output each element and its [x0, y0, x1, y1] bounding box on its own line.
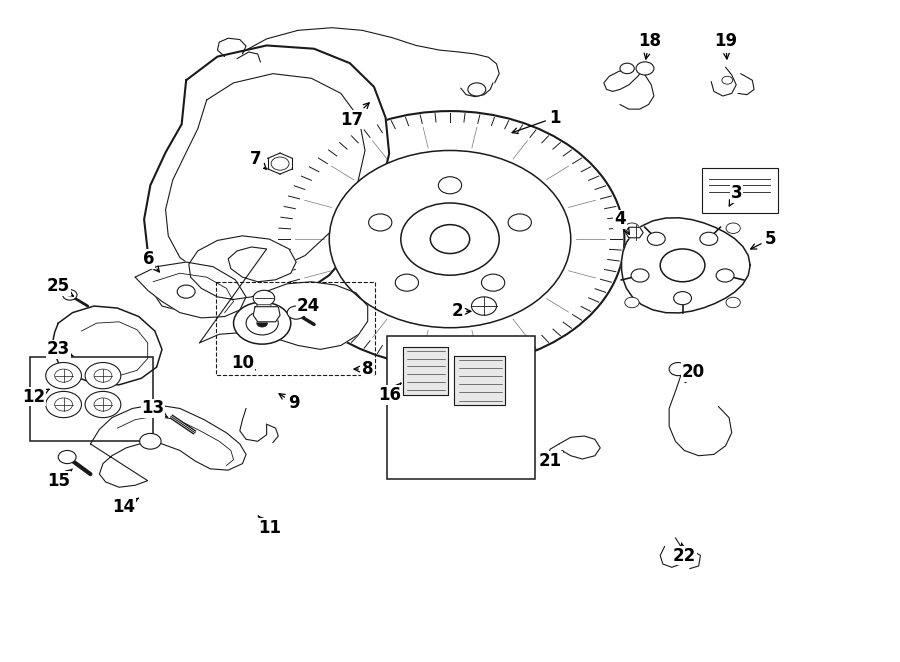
Text: 7: 7: [250, 150, 266, 169]
Text: 23: 23: [47, 340, 73, 358]
Circle shape: [55, 398, 73, 411]
Circle shape: [647, 232, 665, 246]
Text: 17: 17: [340, 103, 369, 128]
Text: 3: 3: [729, 184, 742, 206]
Bar: [702, 168, 778, 213]
Circle shape: [275, 111, 625, 367]
Circle shape: [86, 391, 121, 418]
Text: 1: 1: [512, 109, 561, 134]
Bar: [30, 357, 153, 442]
Circle shape: [726, 297, 741, 308]
Polygon shape: [135, 262, 246, 318]
Circle shape: [472, 297, 497, 315]
Text: 18: 18: [638, 32, 661, 59]
Circle shape: [55, 369, 73, 382]
Circle shape: [625, 297, 639, 308]
Circle shape: [329, 150, 571, 328]
Circle shape: [253, 291, 274, 306]
Circle shape: [625, 223, 639, 234]
Text: 2: 2: [451, 303, 471, 320]
Text: 8: 8: [354, 360, 373, 378]
Circle shape: [46, 363, 82, 389]
Circle shape: [400, 203, 500, 275]
Circle shape: [58, 450, 76, 463]
Circle shape: [636, 62, 654, 75]
Polygon shape: [626, 227, 644, 238]
Text: 15: 15: [47, 469, 72, 490]
Text: 5: 5: [751, 230, 776, 249]
Circle shape: [722, 76, 733, 84]
Circle shape: [46, 391, 82, 418]
Polygon shape: [403, 348, 448, 395]
Polygon shape: [144, 46, 389, 312]
Circle shape: [271, 157, 289, 170]
Circle shape: [726, 223, 741, 234]
Circle shape: [395, 274, 419, 291]
Text: 9: 9: [279, 394, 300, 412]
Text: 4: 4: [614, 211, 629, 234]
Circle shape: [246, 311, 278, 335]
Polygon shape: [622, 218, 751, 313]
Text: 24: 24: [297, 297, 320, 316]
Bar: [387, 336, 535, 479]
Text: 21: 21: [538, 451, 563, 470]
Circle shape: [482, 274, 505, 291]
Circle shape: [287, 306, 305, 319]
Text: 19: 19: [714, 32, 737, 59]
Polygon shape: [253, 307, 280, 322]
Circle shape: [86, 363, 121, 389]
Text: 20: 20: [681, 363, 705, 383]
Circle shape: [661, 249, 705, 282]
Circle shape: [140, 434, 161, 449]
Circle shape: [94, 398, 112, 411]
Polygon shape: [90, 404, 246, 487]
Circle shape: [716, 269, 734, 282]
Circle shape: [673, 292, 691, 305]
Circle shape: [669, 363, 687, 375]
Circle shape: [233, 302, 291, 344]
Polygon shape: [189, 236, 368, 350]
Circle shape: [430, 224, 470, 254]
Text: 12: 12: [22, 388, 50, 406]
Circle shape: [620, 63, 634, 73]
Text: 6: 6: [143, 250, 159, 272]
Circle shape: [369, 214, 392, 231]
Circle shape: [63, 290, 77, 300]
Circle shape: [508, 214, 531, 231]
Text: 13: 13: [141, 399, 168, 418]
Text: 10: 10: [231, 354, 255, 371]
Circle shape: [94, 369, 112, 382]
Circle shape: [256, 319, 267, 327]
Text: 25: 25: [47, 277, 74, 296]
Circle shape: [438, 177, 462, 194]
Bar: [216, 282, 375, 375]
Text: 22: 22: [672, 543, 696, 565]
Text: 11: 11: [257, 516, 281, 537]
Circle shape: [177, 285, 195, 298]
Polygon shape: [454, 356, 506, 404]
Circle shape: [468, 83, 486, 96]
Circle shape: [700, 232, 718, 246]
Text: 14: 14: [112, 498, 139, 516]
Polygon shape: [256, 305, 271, 312]
Text: 16: 16: [379, 383, 401, 404]
Polygon shape: [52, 306, 162, 385]
Circle shape: [631, 269, 649, 282]
